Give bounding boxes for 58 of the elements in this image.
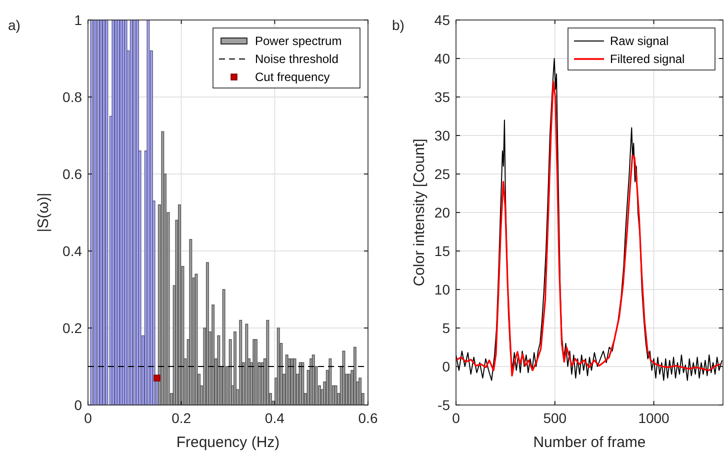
bar: [358, 378, 362, 405]
y-tick-label: 30: [434, 128, 450, 144]
legend-label: Power spectrum: [255, 34, 342, 48]
y-tick-label: 15: [434, 243, 450, 259]
x-tick-label: 0.4: [264, 410, 285, 426]
y-tick-label: 0.6: [62, 166, 82, 182]
x-tick-label: 1000: [638, 410, 670, 426]
legend-label: Cut frequency: [255, 70, 330, 84]
legend-label: Raw signal: [610, 34, 669, 48]
bar: [266, 320, 270, 405]
bar: [178, 204, 181, 405]
y-tick-label: 25: [434, 166, 450, 182]
bar: [353, 346, 356, 405]
y-tick-label: 45: [434, 12, 450, 28]
bar: [105, 20, 108, 405]
y-tick-label: 0.2: [62, 320, 82, 336]
y-tick-label: 35: [434, 89, 450, 105]
bar: [239, 320, 242, 405]
x-tick-label: 500: [543, 410, 567, 426]
y-tick-label: 40: [434, 50, 450, 66]
y-tick-label: 10: [434, 282, 450, 298]
y-axis-title: Color intensity [Count]: [411, 138, 428, 286]
bar: [100, 20, 103, 405]
y-axis-title: |S(ω)|: [35, 192, 52, 232]
x-tick-label: 0: [84, 410, 92, 426]
y-tick-label: 0.8: [62, 89, 82, 105]
bar: [245, 324, 248, 405]
bar: [112, 20, 115, 405]
text: b): [392, 17, 404, 33]
x-axis-title: Frequency (Hz): [176, 434, 280, 451]
bar: [206, 262, 209, 405]
y-tick-label: 20: [434, 204, 450, 220]
bar: [94, 20, 96, 405]
bar: [293, 358, 296, 405]
y-tick-label: -5: [438, 397, 450, 413]
text: a): [8, 17, 20, 33]
bar: [288, 358, 291, 405]
y-tick-label: 1: [74, 12, 82, 28]
bar: [222, 289, 226, 405]
x-axis-title: Number of frame: [533, 434, 646, 451]
x-tick-label: 0.2: [172, 410, 192, 426]
legend-label: Filtered signal: [610, 52, 685, 66]
y-tick-label: 0.4: [62, 243, 82, 259]
bar: [132, 20, 136, 405]
bar: [212, 304, 215, 405]
bar: [328, 358, 332, 405]
bar: [194, 274, 198, 405]
bar: [342, 350, 346, 405]
y-tick-label: 0: [442, 358, 450, 374]
bar: [189, 239, 192, 405]
legend-label: Noise threshold: [255, 52, 338, 66]
x-tick-label: 0.6: [358, 410, 378, 426]
y-tick-label: 0: [74, 397, 82, 413]
bar: [301, 362, 304, 405]
y-tick-label: 5: [442, 320, 450, 336]
bar: [90, 20, 94, 405]
x-tick-label: 0: [452, 410, 460, 426]
bar: [146, 20, 150, 405]
